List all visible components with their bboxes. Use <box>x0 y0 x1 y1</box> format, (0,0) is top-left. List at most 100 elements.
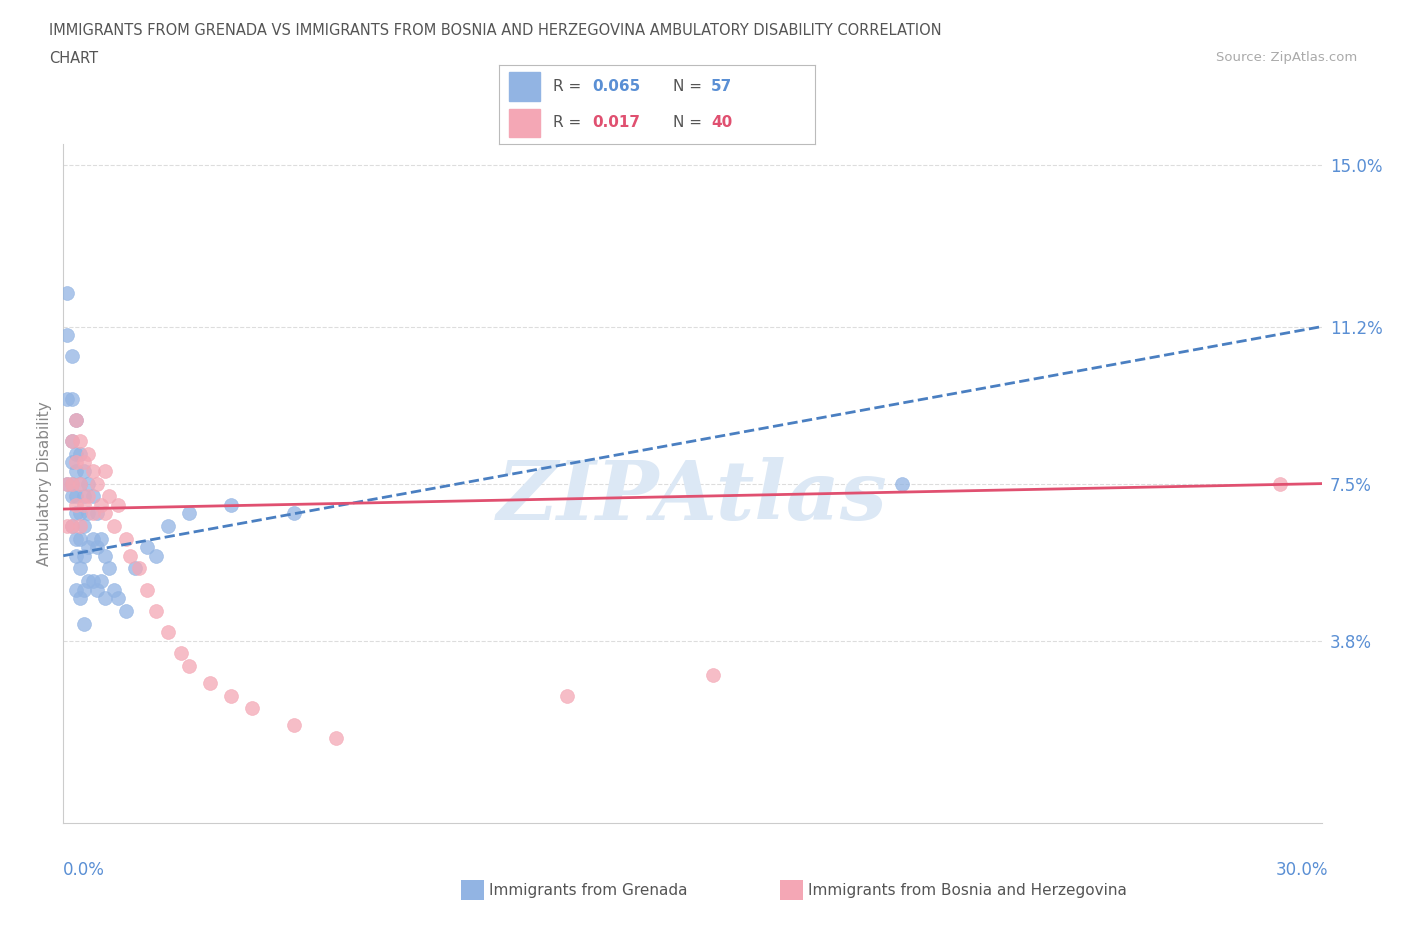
Point <box>103 519 125 534</box>
Point <box>179 658 201 673</box>
Point <box>702 667 724 682</box>
Text: R =: R = <box>553 79 586 94</box>
Point <box>157 625 180 640</box>
Text: Immigrants from Grenada: Immigrants from Grenada <box>489 883 688 897</box>
Point <box>891 476 914 491</box>
Point <box>98 561 121 576</box>
Text: R =: R = <box>553 114 586 129</box>
Point <box>60 455 83 470</box>
Point <box>73 498 96 512</box>
Point <box>115 531 138 546</box>
Point <box>65 498 87 512</box>
Point <box>1268 476 1291 491</box>
Point <box>73 455 96 470</box>
Point <box>69 531 91 546</box>
Point <box>60 476 83 491</box>
Point <box>145 549 167 564</box>
Point <box>69 561 91 576</box>
Point <box>69 476 91 491</box>
Point <box>56 392 79 406</box>
Point <box>107 591 129 605</box>
Point <box>94 591 117 605</box>
Point <box>145 604 167 618</box>
Point <box>179 506 201 521</box>
Point <box>65 489 87 504</box>
Point <box>86 476 108 491</box>
Point <box>90 498 112 512</box>
Point <box>94 463 117 478</box>
Point <box>73 463 96 478</box>
Point <box>60 392 83 406</box>
Bar <box>509 73 540 100</box>
Point <box>103 582 125 597</box>
Point <box>136 582 159 597</box>
Point <box>69 476 91 491</box>
Point <box>86 506 108 521</box>
Point <box>69 519 91 534</box>
Point <box>170 646 193 661</box>
Point <box>94 506 117 521</box>
Point <box>65 413 87 428</box>
Point <box>115 604 138 618</box>
Point <box>56 476 79 491</box>
Point <box>60 433 83 448</box>
Point <box>73 582 96 597</box>
Point <box>98 489 121 504</box>
Text: IMMIGRANTS FROM GRENADA VS IMMIGRANTS FROM BOSNIA AND HERZEGOVINA AMBULATORY DIS: IMMIGRANTS FROM GRENADA VS IMMIGRANTS FR… <box>49 23 942 38</box>
Point <box>69 433 91 448</box>
Point <box>77 506 100 521</box>
Point <box>69 506 91 521</box>
Point <box>73 549 96 564</box>
Point <box>65 506 87 521</box>
Point <box>60 433 83 448</box>
Text: N =: N = <box>673 114 707 129</box>
Point <box>198 675 221 690</box>
Text: 0.065: 0.065 <box>592 79 641 94</box>
Point <box>94 549 117 564</box>
Point <box>56 476 79 491</box>
Point <box>219 498 242 512</box>
Text: N =: N = <box>673 79 707 94</box>
Point <box>69 446 91 461</box>
Point <box>65 582 87 597</box>
Point <box>73 617 96 631</box>
Point <box>56 327 79 342</box>
Text: ZIPAtlas: ZIPAtlas <box>496 458 889 538</box>
Point <box>60 519 83 534</box>
Point <box>77 476 100 491</box>
Point <box>65 413 87 428</box>
Bar <box>509 109 540 137</box>
Point <box>65 455 87 470</box>
Point <box>82 531 104 546</box>
Text: CHART: CHART <box>49 51 98 66</box>
Point <box>90 574 112 589</box>
Point <box>77 574 100 589</box>
Point <box>65 463 87 478</box>
Point <box>56 519 79 534</box>
Point <box>56 286 79 300</box>
Point <box>120 549 142 564</box>
Point <box>136 539 159 554</box>
Point <box>283 506 305 521</box>
Text: 57: 57 <box>711 79 733 94</box>
Text: Source: ZipAtlas.com: Source: ZipAtlas.com <box>1216 51 1357 64</box>
Y-axis label: Ambulatory Disability: Ambulatory Disability <box>37 401 52 566</box>
Point <box>90 531 112 546</box>
Text: 40: 40 <box>711 114 733 129</box>
Text: 0.017: 0.017 <box>592 114 641 129</box>
Point <box>128 561 150 576</box>
Point <box>77 489 100 504</box>
Point <box>77 539 100 554</box>
Point <box>73 489 96 504</box>
Text: 30.0%: 30.0% <box>1277 860 1329 879</box>
Point <box>77 446 100 461</box>
Point <box>65 446 87 461</box>
Point <box>124 561 146 576</box>
Point <box>65 549 87 564</box>
Point <box>325 731 347 746</box>
Point <box>60 476 83 491</box>
Point <box>283 718 305 733</box>
Point <box>82 574 104 589</box>
Point <box>555 688 578 703</box>
Point <box>82 489 104 504</box>
